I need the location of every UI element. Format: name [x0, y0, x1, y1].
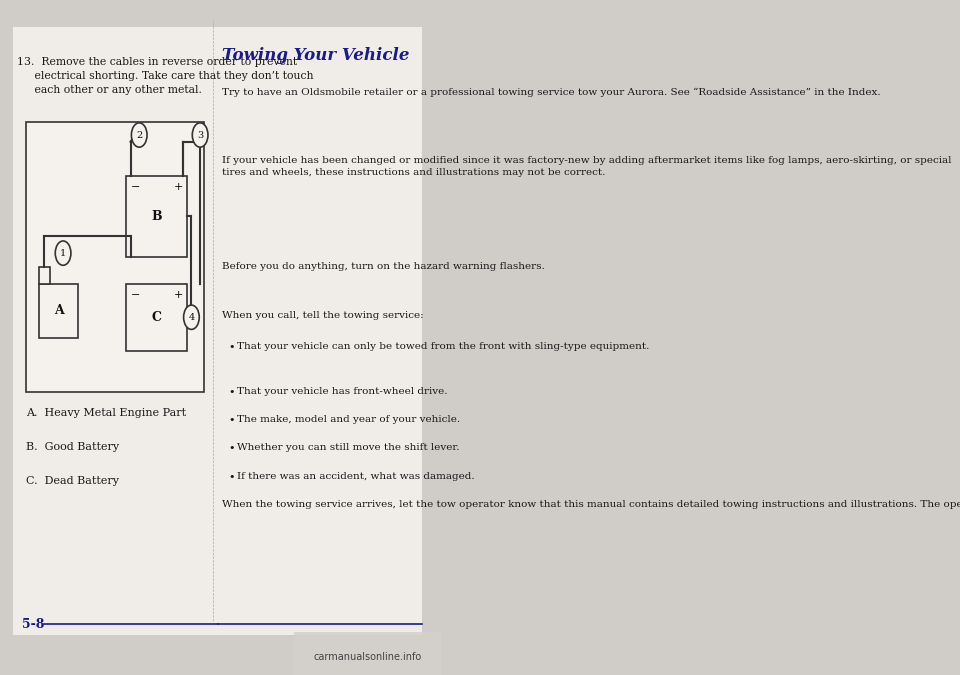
Text: If your vehicle has been changed or modified since it was factory-new by adding : If your vehicle has been changed or modi… [222, 156, 951, 177]
Text: •: • [228, 342, 235, 352]
Text: carmanualsonline.info: carmanualsonline.info [314, 651, 422, 662]
Text: −: − [131, 182, 140, 192]
FancyBboxPatch shape [39, 284, 79, 338]
Text: 4: 4 [188, 313, 195, 322]
FancyBboxPatch shape [126, 284, 187, 351]
FancyBboxPatch shape [39, 267, 50, 284]
Text: A: A [54, 304, 63, 317]
Text: When you call, tell the towing service:: When you call, tell the towing service: [222, 311, 423, 320]
Text: That your vehicle can only be towed from the front with sling-type equipment.: That your vehicle can only be towed from… [237, 342, 650, 350]
Text: 1: 1 [60, 248, 66, 258]
Text: •: • [228, 415, 235, 425]
Text: 13.  Remove the cables in reverse order to prevent
     electrical shorting. Tak: 13. Remove the cables in reverse order t… [17, 57, 314, 95]
Text: 3: 3 [197, 130, 204, 140]
FancyBboxPatch shape [26, 122, 204, 392]
Circle shape [132, 123, 147, 147]
Text: C: C [152, 310, 161, 324]
Text: When the towing service arrives, let the tow operator know that this manual cont: When the towing service arrives, let the… [222, 500, 960, 509]
FancyBboxPatch shape [126, 176, 187, 256]
Text: The make, model and year of your vehicle.: The make, model and year of your vehicle… [237, 415, 460, 424]
FancyBboxPatch shape [13, 27, 422, 634]
Text: +: + [174, 182, 182, 192]
Text: B: B [152, 209, 162, 223]
Circle shape [192, 123, 208, 147]
Text: Try to have an Oldsmobile retailer or a professional towing service tow your Aur: Try to have an Oldsmobile retailer or a … [222, 88, 880, 97]
Text: Before you do anything, turn on the hazard warning flashers.: Before you do anything, turn on the haza… [222, 262, 544, 271]
Circle shape [183, 305, 200, 329]
Text: •: • [228, 443, 235, 454]
Text: •: • [228, 472, 235, 482]
Text: •: • [228, 387, 235, 397]
Text: −: − [131, 290, 140, 300]
Text: B.  Good Battery: B. Good Battery [26, 442, 119, 452]
Text: 5-8: 5-8 [22, 618, 44, 631]
Text: If there was an accident, what was damaged.: If there was an accident, what was damag… [237, 472, 475, 481]
Text: +: + [174, 290, 182, 300]
Text: That your vehicle has front-wheel drive.: That your vehicle has front-wheel drive. [237, 387, 447, 396]
Text: 2: 2 [136, 130, 142, 140]
Text: C.  Dead Battery: C. Dead Battery [26, 476, 119, 486]
Text: Whether you can still move the shift lever.: Whether you can still move the shift lev… [237, 443, 460, 452]
Text: Towing Your Vehicle: Towing Your Vehicle [222, 47, 409, 64]
Text: A.  Heavy Metal Engine Part: A. Heavy Metal Engine Part [26, 408, 186, 418]
Circle shape [56, 241, 71, 265]
